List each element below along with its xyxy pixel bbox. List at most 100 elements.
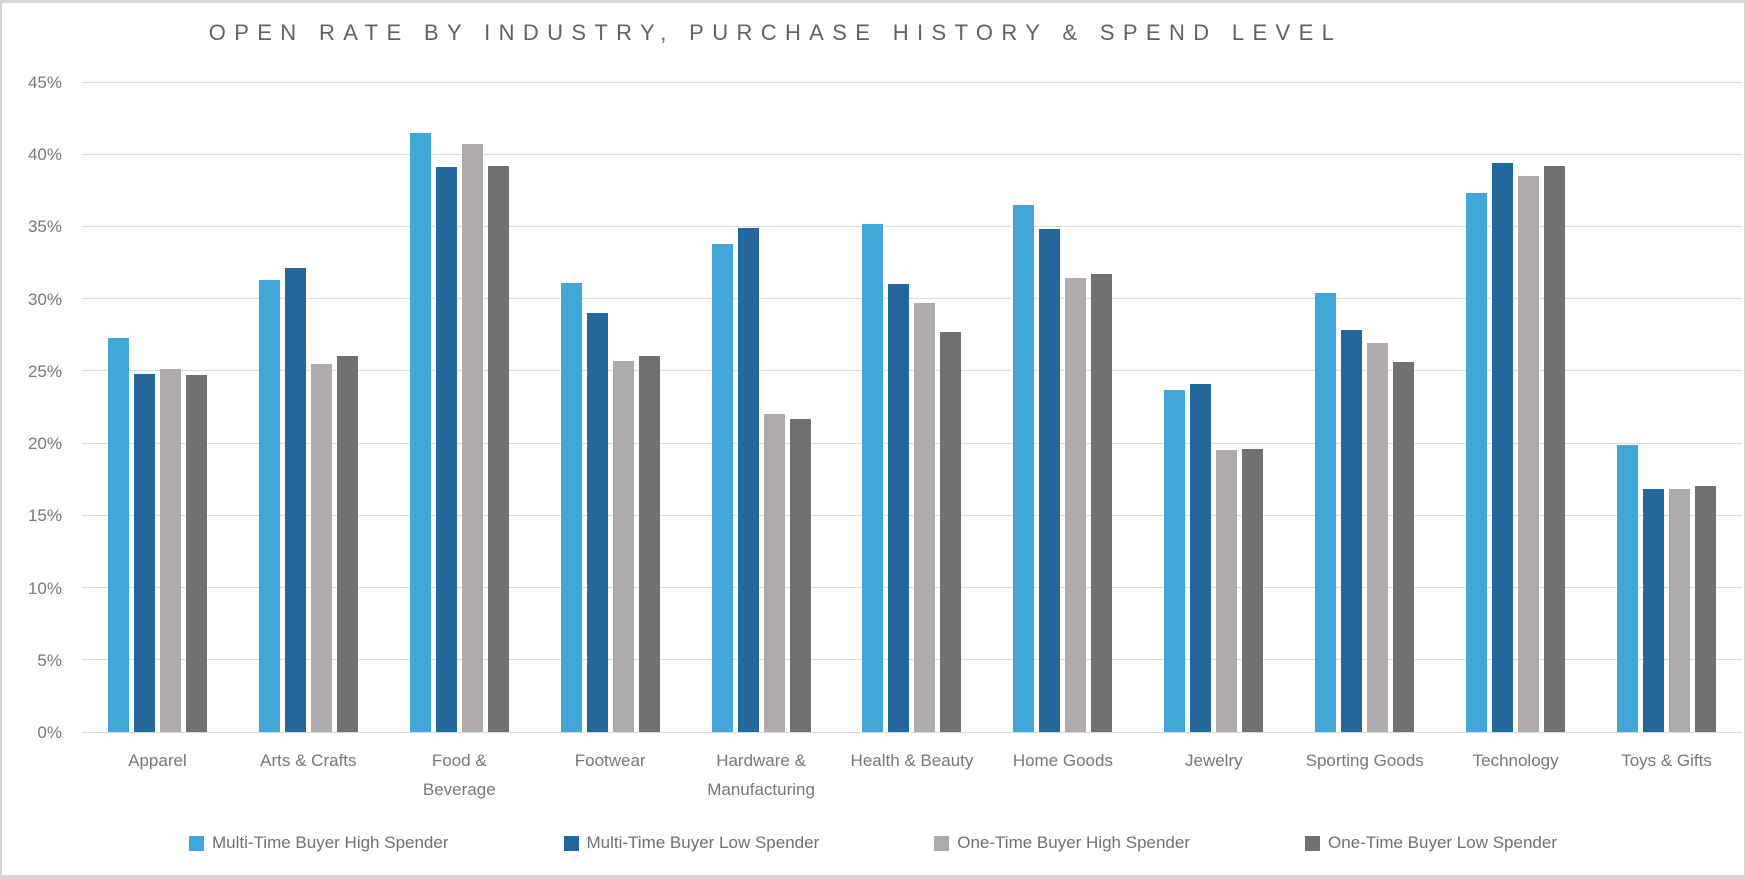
bar — [638, 356, 660, 732]
bar — [737, 227, 759, 732]
x-axis-category-label: Jewelry — [1185, 751, 1243, 770]
y-axis-tick-label: 45% — [27, 73, 62, 92]
bar — [258, 279, 280, 732]
legend-item: One-Time Buyer Low Spender — [1305, 833, 1557, 853]
gridline — [82, 587, 1742, 589]
legend: Multi-Time Buyer High Spender Multi-Time … — [2, 833, 1744, 853]
bar-group — [1289, 82, 1440, 732]
bar — [107, 337, 129, 732]
y-axis-tick-label: 5% — [37, 650, 62, 670]
x-axis-category-label: Hardware & Manufacturing — [707, 751, 815, 799]
bar — [1544, 165, 1566, 732]
bar — [133, 373, 155, 732]
bar — [914, 303, 936, 732]
x-axis-category-label: Home Goods — [1012, 751, 1113, 770]
y-axis-tick-label: 25% — [27, 361, 62, 381]
y-axis-tick-label: 10% — [27, 578, 62, 598]
bar-group — [233, 82, 384, 732]
bar — [336, 356, 358, 732]
bar — [888, 284, 910, 732]
bar-group — [837, 82, 988, 732]
gridline — [82, 731, 1742, 733]
bar — [1492, 162, 1514, 732]
legend-label: One-Time Buyer Low Spender — [1328, 833, 1557, 852]
bar — [1315, 292, 1337, 732]
bar-group — [987, 82, 1138, 732]
gridline — [82, 81, 1742, 83]
bar — [1013, 204, 1035, 732]
legend-swatch-icon — [563, 835, 579, 851]
gridline — [82, 514, 1742, 516]
bar-group — [1591, 82, 1742, 732]
y-axis-tick-label: 35% — [27, 217, 62, 237]
legend-label: One-Time Buyer High Spender — [957, 833, 1191, 852]
x-axis-category-label: Health & Beauty — [850, 751, 974, 770]
x-axis-category-label: Toys & Gifts — [1621, 751, 1712, 770]
legend-item: One-Time Buyer High Spender — [934, 833, 1190, 853]
y-axis-tick-label: 20% — [27, 434, 62, 454]
x-axis-category-label: Arts & Crafts — [260, 751, 357, 770]
legend-item: Multi-Time Buyer Low Spender — [563, 833, 820, 853]
bar — [1341, 330, 1363, 732]
bar — [940, 331, 962, 732]
bar — [711, 243, 733, 732]
legend-label: Multi-Time Buyer Low Spender — [586, 833, 820, 852]
bar — [1190, 383, 1212, 732]
bar — [1216, 450, 1238, 732]
bar — [185, 375, 207, 732]
y-axis-tick-label: 30% — [27, 289, 62, 309]
bar — [159, 369, 181, 732]
bar — [1518, 175, 1540, 732]
bar-group — [1138, 82, 1289, 732]
plot-area — [82, 81, 1742, 733]
bar — [1643, 489, 1665, 732]
gridline — [82, 298, 1742, 300]
bar — [1164, 389, 1186, 732]
bar — [1466, 193, 1488, 732]
bar — [310, 363, 332, 732]
legend-label: Multi-Time Buyer High Spender — [211, 833, 449, 852]
bar-group — [1440, 82, 1591, 732]
bar — [461, 144, 483, 732]
bar — [487, 165, 509, 732]
gridline — [82, 442, 1742, 444]
bar — [1091, 274, 1113, 732]
bar — [1669, 489, 1691, 732]
bar — [1242, 448, 1264, 732]
bar-group — [384, 82, 535, 732]
bar — [1695, 486, 1717, 732]
bar — [612, 360, 634, 732]
gridline — [82, 370, 1742, 372]
bar-group — [686, 82, 837, 732]
legend-swatch-icon — [1305, 835, 1321, 851]
bar — [1065, 278, 1087, 732]
bar-group — [82, 82, 233, 732]
legend-swatch-icon — [188, 835, 204, 851]
legend-item: Multi-Time Buyer High Spender — [188, 833, 449, 853]
bar — [409, 132, 431, 732]
x-axis-category-label: Apparel — [128, 751, 187, 770]
bar — [789, 418, 811, 732]
bar — [1367, 343, 1389, 732]
x-axis-category-label: Food & Beverage — [422, 751, 496, 799]
x-axis-category-label: Footwear — [574, 751, 646, 770]
gridline — [82, 153, 1742, 155]
gridline — [82, 659, 1742, 661]
bar — [763, 414, 785, 732]
x-axis-category-label: Technology — [1472, 751, 1559, 770]
bar — [586, 313, 608, 732]
bar — [1617, 444, 1639, 732]
bar — [1039, 229, 1061, 732]
bar — [560, 282, 582, 732]
bar — [284, 268, 306, 732]
bar — [435, 167, 457, 732]
gridline — [82, 225, 1742, 227]
x-axis-category-label: Sporting Goods — [1305, 751, 1424, 770]
y-axis-tick-label: 0% — [37, 723, 62, 742]
y-axis-tick-label: 40% — [27, 145, 62, 165]
bar-group — [535, 82, 686, 732]
chart-title: OPEN RATE BY INDUSTRY, PURCHASE HISTORY … — [208, 20, 1343, 45]
y-axis-tick-label: 15% — [27, 506, 62, 526]
legend-swatch-icon — [934, 835, 950, 851]
